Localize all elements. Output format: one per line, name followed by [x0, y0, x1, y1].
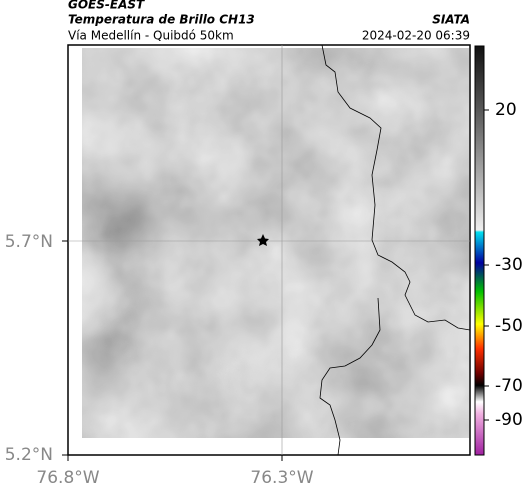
lat-label: 5.2°N [5, 445, 53, 465]
timestamp: 2024-02-20 06:39 [362, 29, 470, 43]
region: Vía Medellín - Quibdó 50km [68, 29, 234, 43]
colorbar-gradient [474, 45, 485, 456]
brightness-image [82, 48, 469, 438]
colorbar-label: -50 [495, 316, 523, 336]
source-title: GOES-EAST [68, 0, 145, 12]
station-marker [257, 234, 269, 246]
colorbar-label: -30 [495, 255, 523, 275]
border [321, 44, 471, 331]
agency: SIATA [432, 13, 470, 27]
colorbar: 20 -30 -50 -70 -90 [474, 45, 523, 456]
colorbar-label: -90 [495, 410, 523, 430]
map-area [62, 44, 471, 461]
lat-label: 5.7°N [5, 232, 53, 252]
product-title: Temperatura de Brillo CH13 [68, 13, 255, 27]
colorbar-label: 20 [495, 100, 517, 120]
colorbar-label: -70 [495, 376, 523, 396]
lon-label: 76.3°W [250, 468, 313, 488]
border [319, 297, 381, 456]
lon-label: 76.8°W [36, 468, 99, 488]
